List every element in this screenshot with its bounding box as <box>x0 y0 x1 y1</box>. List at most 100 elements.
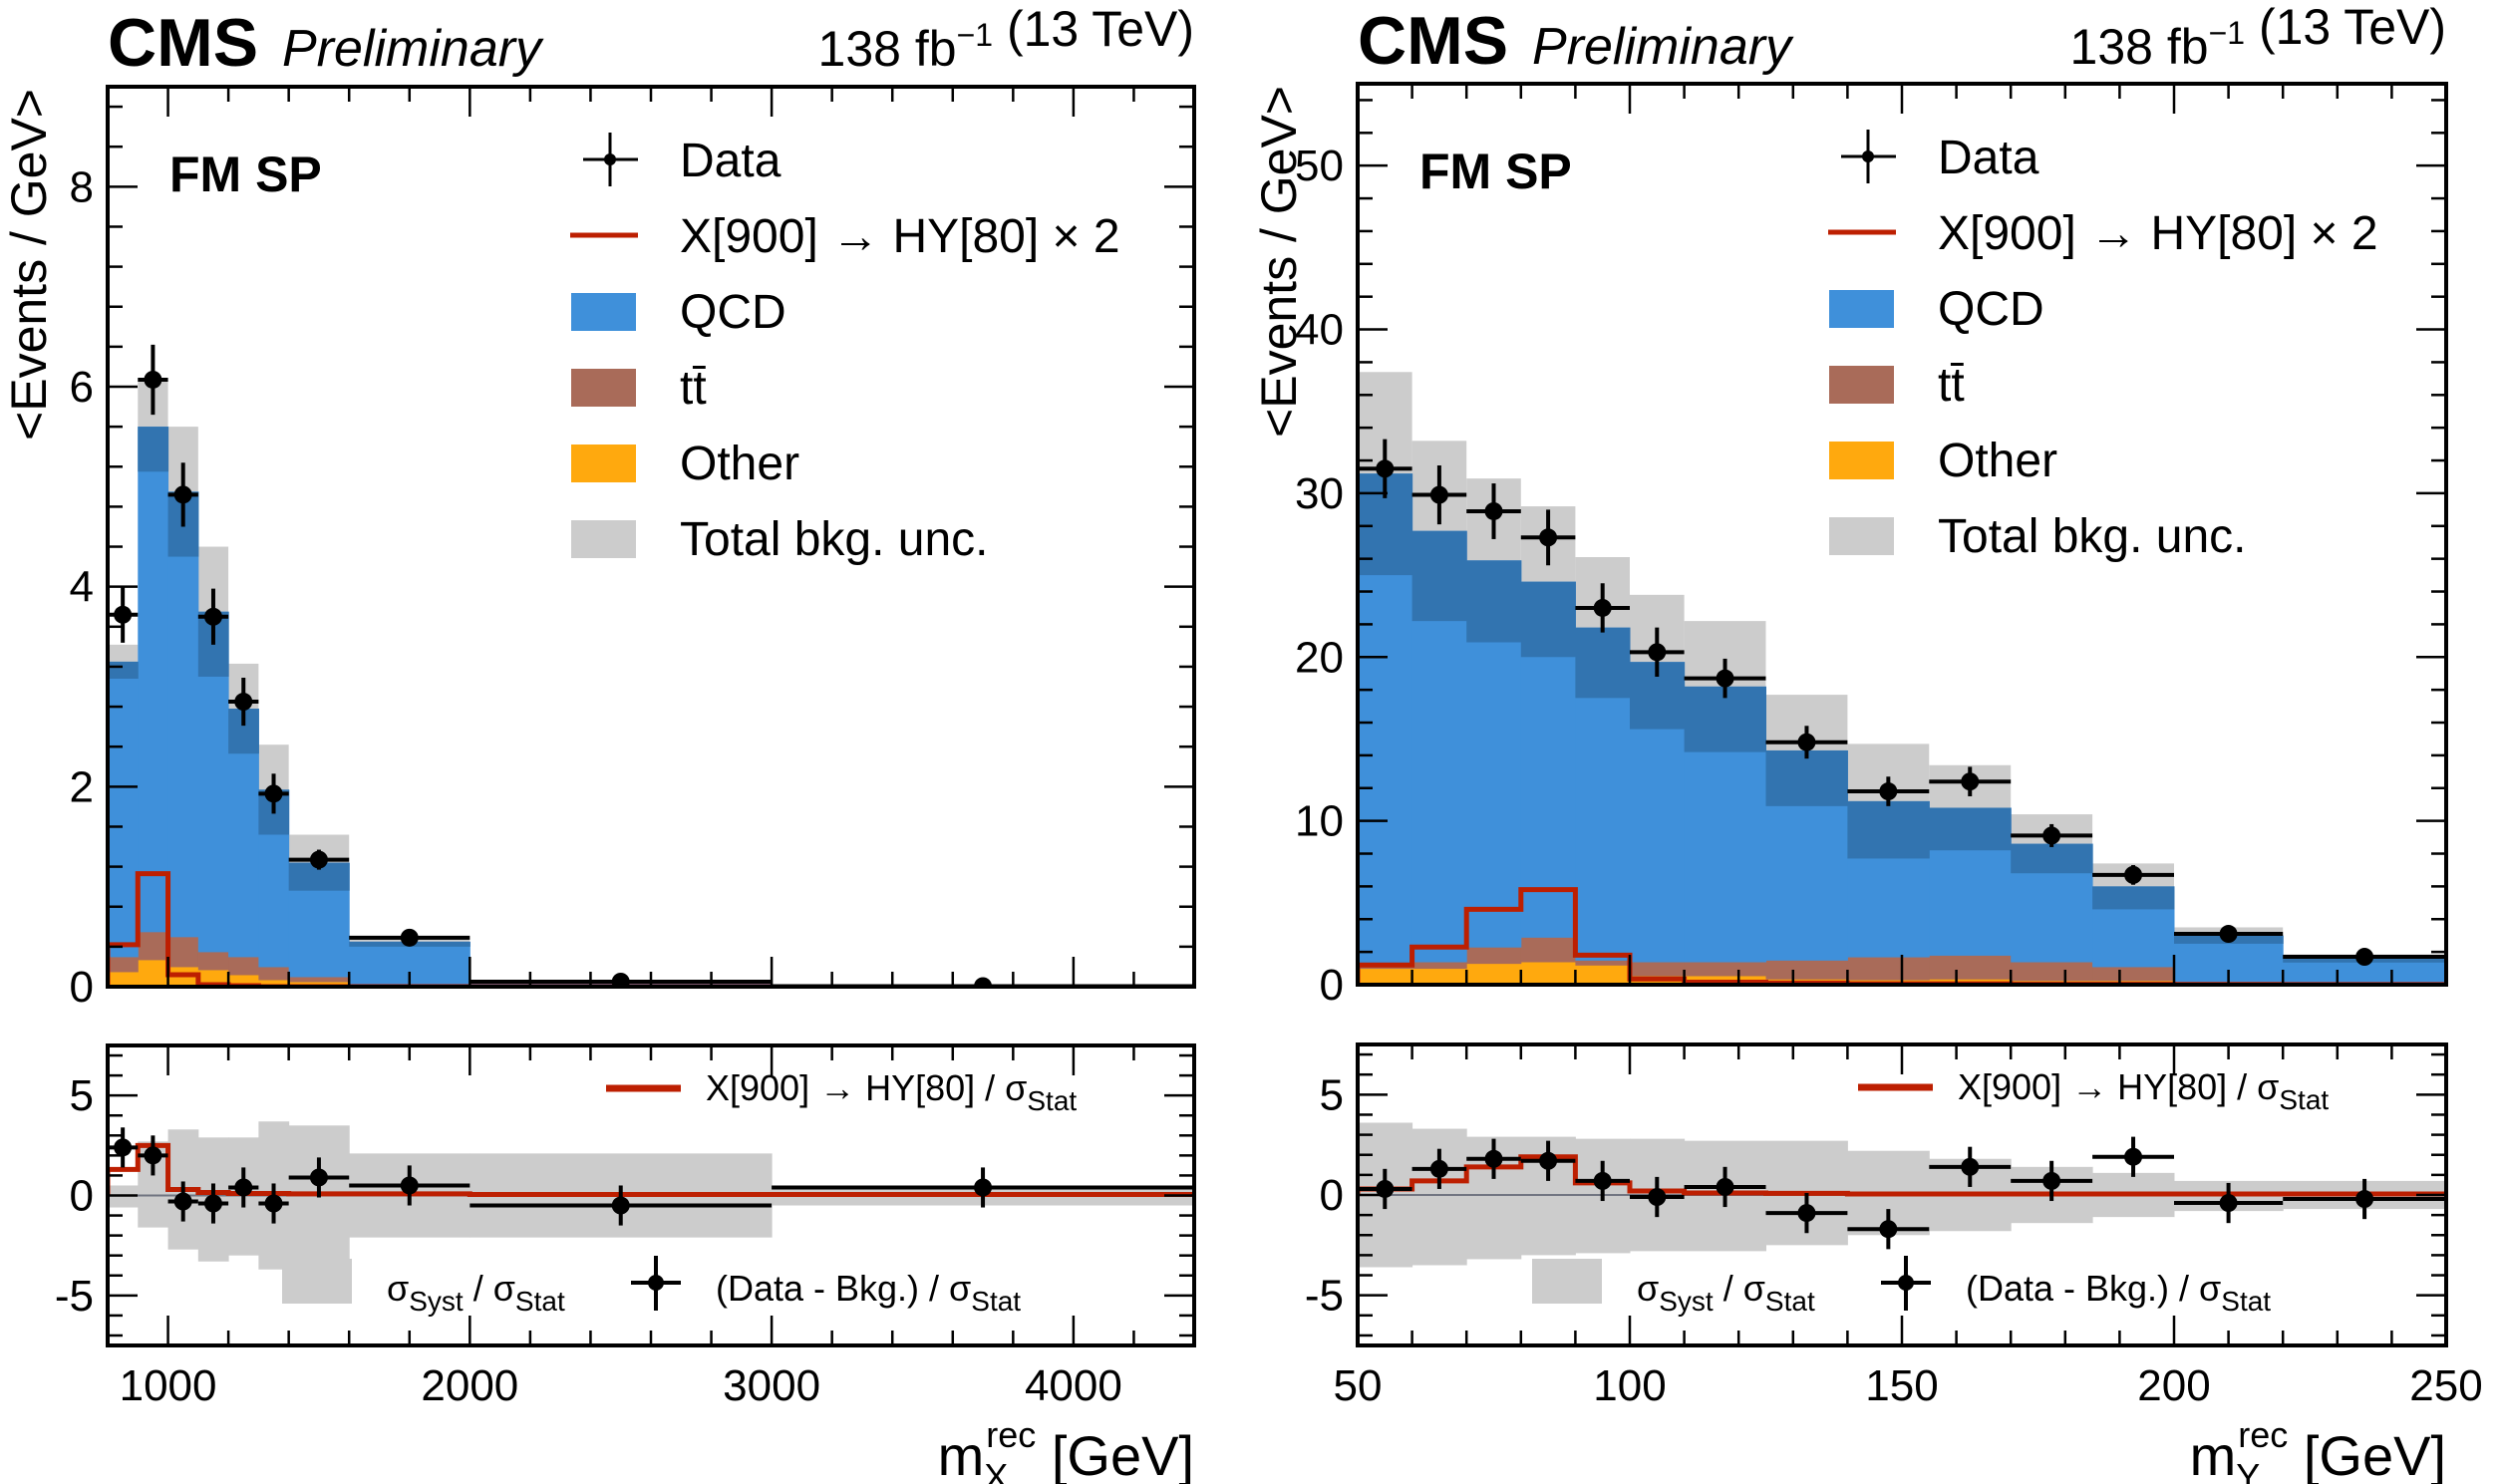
data-point <box>1411 464 1467 525</box>
stack-bar-ttbar <box>138 931 169 961</box>
pull-point <box>772 1167 1194 1208</box>
pull-marker <box>1879 1220 1898 1239</box>
ratio-y-tick-label: -5 <box>55 1272 94 1321</box>
pull-marker <box>173 1192 192 1211</box>
data-point <box>138 344 168 416</box>
x-tick-label: 200 <box>2137 1361 2210 1410</box>
pull-marker <box>2355 1190 2374 1209</box>
stack-bar-other <box>1466 963 1522 985</box>
data-point <box>288 849 350 870</box>
legend-label: Total bkg. unc. <box>680 513 989 566</box>
plot-mx: 0 2 4 6 8 1000 2000 3000 4000 -5 0 5 X[900] → HY[80]… <box>1 1 1196 1484</box>
pull-marker <box>144 1146 162 1165</box>
stack-bar-ttbar <box>1466 947 1522 965</box>
stack-bar-ttbar <box>1575 960 1631 966</box>
data-marker <box>2042 826 2061 845</box>
pull-point <box>2283 1178 2446 1220</box>
label-sub: Stat <box>1027 1085 1077 1116</box>
y-tick-label: 20 <box>1295 633 1344 682</box>
ratio-panel <box>108 1121 1194 1270</box>
data-marker <box>1648 643 1667 662</box>
legend-swatch <box>571 445 636 482</box>
legend-swatch <box>571 520 636 558</box>
y-tick-label: 30 <box>1295 469 1344 518</box>
legend-item: Data <box>1841 130 2039 184</box>
data-marker <box>234 693 253 712</box>
data-point <box>228 677 259 727</box>
data-point <box>197 588 229 645</box>
legend-label: X[900] → HY[80] × 2 <box>680 210 1120 263</box>
data-marker <box>264 784 283 803</box>
data-marker <box>1716 669 1734 688</box>
p1: (Data - Bkg.) / σ <box>716 1268 971 1309</box>
signal-ratio-legend-label: X[900] → HY[80] / σStat <box>1958 1066 2329 1115</box>
data-point <box>1847 776 1930 806</box>
pull-point <box>1630 1176 1685 1218</box>
stack-bar-other <box>1411 968 1467 985</box>
legend-swatch <box>1829 517 1894 555</box>
pull-marker <box>1539 1151 1558 1170</box>
legend-swatch <box>1829 290 1894 328</box>
ratio-y-tick-label: 0 <box>70 1172 94 1221</box>
stack-bar-ttbar <box>1765 960 1848 980</box>
xlabel-m: m <box>2190 1424 2237 1484</box>
x-axis-label: mYrec [GeV] <box>2190 1414 2446 1484</box>
pull-point <box>258 1183 289 1224</box>
pull-legend-label: (Data - Bkg.) / σStat <box>1966 1268 2271 1317</box>
l3: / σ <box>464 1268 515 1309</box>
l2: Syst <box>409 1286 464 1317</box>
pull-point <box>197 1183 229 1224</box>
pull-point <box>1575 1160 1630 1202</box>
x-tick-label: 100 <box>1593 1361 1666 1410</box>
qcd-unc-bin <box>1929 807 2012 851</box>
stack-bar-ttbar <box>108 956 139 973</box>
legend-item: X[900] → HY[80] × 2 <box>1828 207 2378 260</box>
l1: σ <box>1637 1268 1659 1309</box>
stack-bar-qcd <box>108 661 139 958</box>
qcd-unc-bin <box>1520 581 1576 658</box>
l2: Syst <box>1659 1286 1714 1317</box>
y-tick-label: 0 <box>70 963 94 1012</box>
legend-data-marker <box>604 153 616 165</box>
xlabel-sup: rec <box>2238 1414 2288 1455</box>
legend-item: QCD <box>571 286 786 339</box>
stack-bar-ttbar <box>1684 961 1766 977</box>
legend-swatch <box>1829 366 1894 404</box>
pull-marker <box>203 1194 222 1213</box>
legend-data-marker <box>1862 150 1874 162</box>
xlabel-unit: [GeV] <box>2288 1424 2446 1484</box>
stack-bar-ttbar <box>1411 961 1467 970</box>
stack-bar-ttbar <box>2092 966 2175 982</box>
pull-point <box>1847 1209 1930 1250</box>
y-tick-label: 40 <box>1295 306 1344 355</box>
stack-bar-other <box>288 981 350 987</box>
legend-item: tt̄ <box>1829 359 1965 412</box>
pull-marker <box>1961 1157 1980 1176</box>
data-marker <box>1376 459 1395 478</box>
data-marker <box>1593 598 1612 617</box>
qcd-unc-bin <box>108 661 139 679</box>
qcd-unc-bin <box>2011 843 2093 874</box>
xlabel-unit: [GeV] <box>1036 1424 1194 1484</box>
signal-ratio-line <box>108 1142 1194 1197</box>
pull-legend-marker <box>1898 1275 1914 1291</box>
legend-label: X[900] → HY[80] × 2 <box>1938 207 2378 260</box>
stack-bar-ttbar <box>288 976 350 983</box>
qcd-unc-bin <box>2092 886 2175 910</box>
legend-item: Data <box>583 133 782 187</box>
data-point <box>1765 726 1848 759</box>
pull-marker <box>309 1168 328 1187</box>
data-point <box>167 462 198 527</box>
pull-marker <box>1716 1177 1734 1196</box>
pull-marker <box>2042 1171 2061 1190</box>
pull-point <box>1466 1138 1521 1179</box>
y-tick-label: 2 <box>70 762 94 811</box>
stack-bar-ttbar <box>197 951 229 971</box>
data-point <box>2092 865 2174 885</box>
data-point <box>1630 627 1685 677</box>
qcd-unc-bin <box>1765 749 1848 806</box>
pull-marker <box>1376 1179 1395 1198</box>
legend-item: tt̄ <box>571 362 707 415</box>
